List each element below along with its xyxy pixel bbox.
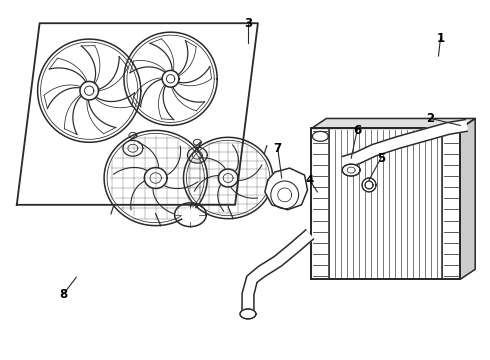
Text: 7: 7 xyxy=(274,142,282,155)
Polygon shape xyxy=(240,309,256,319)
Polygon shape xyxy=(460,118,475,279)
Text: 3: 3 xyxy=(244,17,252,30)
Polygon shape xyxy=(265,168,308,210)
Polygon shape xyxy=(312,129,460,279)
Polygon shape xyxy=(362,178,376,192)
Polygon shape xyxy=(343,120,467,168)
Text: 1: 1 xyxy=(437,32,444,45)
Text: 2: 2 xyxy=(426,112,435,125)
Polygon shape xyxy=(242,230,314,309)
Text: 8: 8 xyxy=(59,288,68,301)
Text: 5: 5 xyxy=(377,152,385,165)
Polygon shape xyxy=(312,118,475,129)
Text: 6: 6 xyxy=(353,124,361,137)
Text: 4: 4 xyxy=(305,174,314,186)
Polygon shape xyxy=(17,23,258,205)
Polygon shape xyxy=(342,164,360,176)
Polygon shape xyxy=(181,208,199,222)
